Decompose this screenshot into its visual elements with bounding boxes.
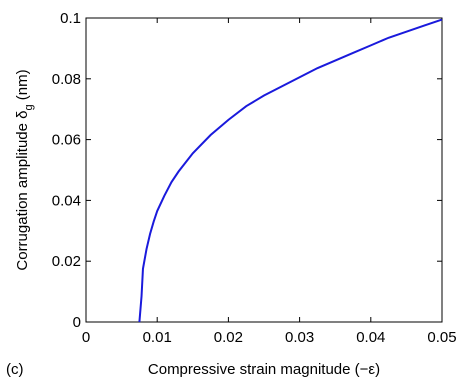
series-group [138, 18, 443, 323]
y-axis-label-subscript: g [23, 104, 35, 110]
x-tick-label: 0.01 [143, 329, 172, 346]
y-tick-label: 0 [73, 314, 81, 331]
x-axis-label: Compressive strain magnitude (−ε) [148, 361, 380, 378]
y-axis-label-main: Corrugation amplitude δ [14, 111, 31, 271]
x-tick-label: 0.03 [285, 329, 314, 346]
panel-label: (c) [6, 361, 24, 378]
series-line [138, 18, 443, 323]
x-tick-label: 0.05 [427, 329, 456, 346]
y-tick-label: 0.08 [52, 71, 81, 88]
y-axis-ticks: 0 0.02 0.04 0.06 0.08 0.1 [52, 10, 442, 331]
x-tick-label: 0.04 [356, 329, 385, 346]
y-tick-label: 0.04 [52, 192, 81, 209]
x-tick-label: 0 [82, 329, 90, 346]
y-tick-label: 0.02 [52, 253, 81, 270]
x-axis-ticks: 0 0.01 0.02 0.03 0.04 0.05 [82, 18, 457, 346]
y-tick-label: 0.06 [52, 132, 81, 149]
x-tick-label: 0.02 [214, 329, 243, 346]
y-axis-label: Corrugation amplitude δg (nm) [14, 69, 35, 270]
plot-area: 0 0.01 0.02 0.03 0.04 0.05 00.020.040.060.080… [52, 10, 457, 346]
plot-frame [85, 17, 443, 323]
y-axis-label-unit: (nm) [14, 69, 31, 104]
y-tick-label: 0.1 [60, 10, 81, 27]
